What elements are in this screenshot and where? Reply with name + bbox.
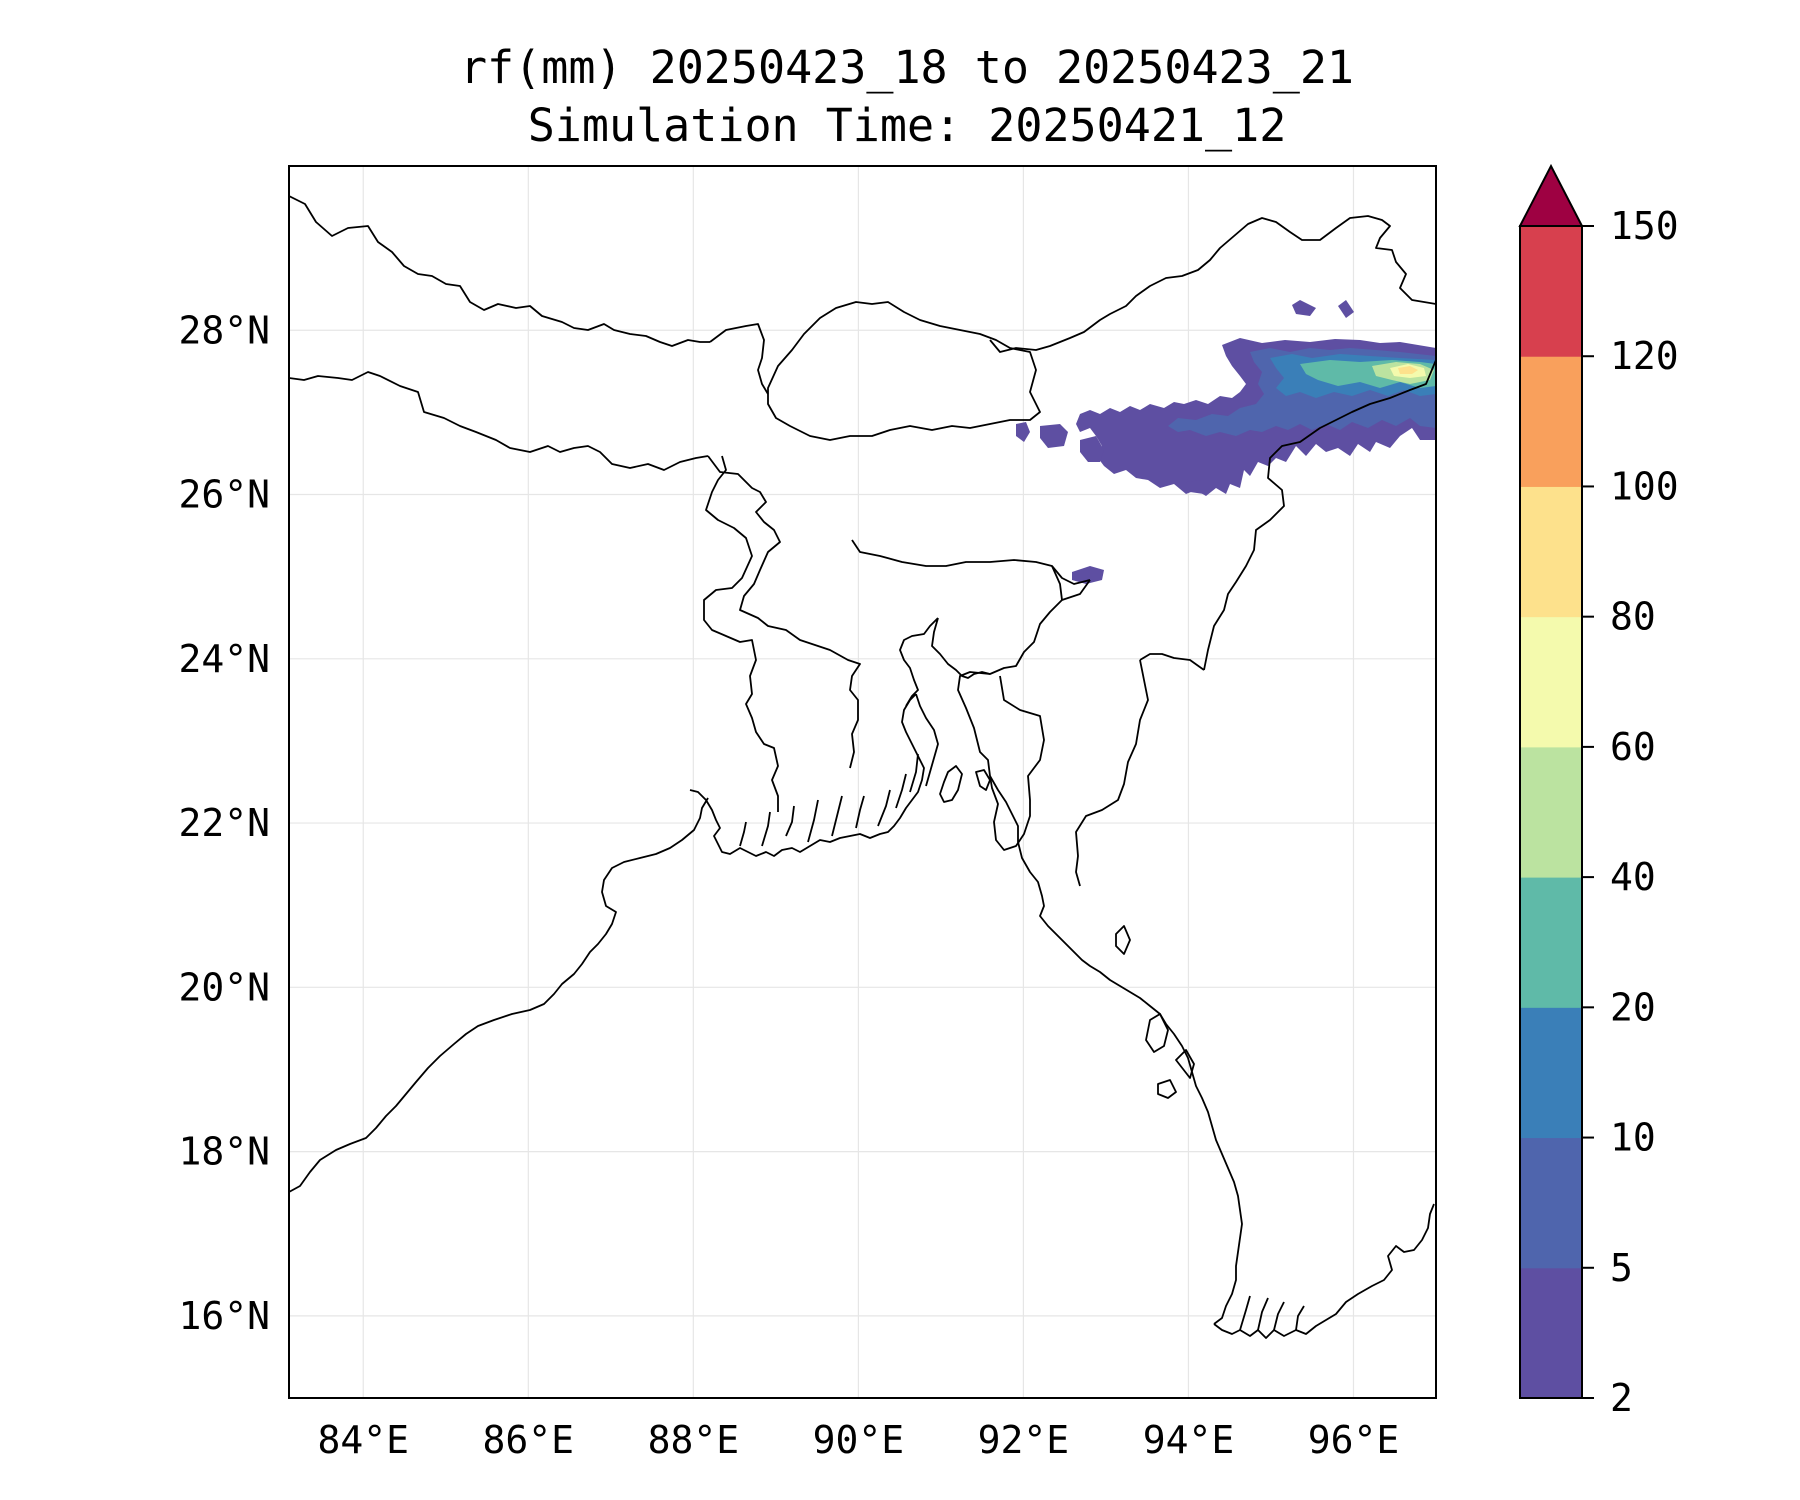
lon-tick-label: 86°E <box>483 1418 575 1462</box>
lon-tick-label: 84°E <box>318 1418 410 1462</box>
colorbar-tick-label: 100 <box>1610 464 1679 508</box>
lat-tick-label: 22°N <box>178 801 270 845</box>
map-title-line1: rf(mm) 20250423_18 to 20250423_21 <box>459 41 1355 94</box>
colorbar-tick-label: 20 <box>1610 985 1656 1029</box>
rain-blob-2-5-e <box>1292 300 1316 316</box>
colorbar-tick-label: 40 <box>1610 855 1656 899</box>
india-myanmar-border-north <box>1203 359 1436 671</box>
map-panel: 84°E 86°E 88°E 90°E 92°E 94°E 96°E 16°N 18°N 20°N… <box>178 165 1437 1462</box>
map-title-line2: Simulation Time: 20250421_12 <box>527 99 1287 152</box>
lat-tick-label: 18°N <box>178 1130 270 1174</box>
lon-tick-label: 96°E <box>1308 1418 1400 1462</box>
colorbar-ticks: 2 5 10 20 40 60 80 100 120 150 <box>1582 204 1679 1420</box>
lat-tick-label: 26°N <box>178 473 270 517</box>
delta-creeks <box>739 753 919 847</box>
nepal-north-border <box>289 195 710 347</box>
rain-blob-2-5-f <box>1338 300 1354 318</box>
colorbar-band <box>1520 616 1582 748</box>
colorbar: 2 5 10 20 40 60 80 100 120 150 <box>1518 163 1679 1420</box>
bengal-delta-coast <box>689 693 925 857</box>
tripura-loop <box>989 565 1063 851</box>
colorbar-tick-label: 120 <box>1610 334 1679 378</box>
axis-ticks: 84°E 86°E 88°E 90°E 92°E 94°E 96°E 16°N 18°N 20°N… <box>178 308 1399 1462</box>
colorbar-tick-label: 150 <box>1610 204 1679 248</box>
rainfall-contours <box>1016 300 1436 584</box>
rain-blob-2-5-b <box>1040 424 1068 448</box>
bhutan-border <box>767 301 1041 441</box>
rain-blob-2-5-g <box>1186 480 1212 494</box>
odisha-coast <box>289 797 709 1193</box>
colorbar-band <box>1520 486 1582 618</box>
meghna-estuary <box>899 617 991 787</box>
coastlines-and-borders <box>289 195 1436 1339</box>
lat-tick-label: 28°N <box>178 308 270 352</box>
arakan-islands <box>1115 925 1195 1099</box>
colorbar-band <box>1520 1267 1582 1399</box>
arunachal-north-border <box>989 215 1436 353</box>
colorbar-band <box>1520 746 1582 878</box>
colorbar-band <box>1520 1137 1582 1269</box>
lat-tick-label: 20°N <box>178 965 270 1009</box>
lon-tick-label: 94°E <box>1143 1418 1235 1462</box>
colorbar-band <box>1520 877 1582 1008</box>
colorbar-band <box>1520 1007 1582 1139</box>
lon-tick-label: 92°E <box>978 1418 1070 1462</box>
bhola-island <box>939 765 963 803</box>
irrawaddy-delta <box>1213 1203 1435 1339</box>
colorbar-tick-label: 10 <box>1610 1116 1656 1160</box>
sikkim-border <box>709 323 769 395</box>
map-frame <box>288 165 1437 1399</box>
colorbar-extend-arrow <box>1518 163 1584 227</box>
rain-band-80-100 <box>1398 366 1418 374</box>
colorbar-band <box>1520 356 1582 487</box>
lon-tick-label: 88°E <box>648 1418 740 1462</box>
map-content <box>289 195 1436 1339</box>
colorbar-tick-label: 2 <box>1610 1376 1633 1420</box>
sandwip-island <box>975 769 991 791</box>
rain-blob-2-5-d <box>1072 566 1104 584</box>
colorbar-tick-label: 5 <box>1610 1246 1633 1290</box>
colorbar-frame <box>1519 225 1583 1399</box>
lon-tick-label: 90°E <box>813 1418 905 1462</box>
nepal-south-border <box>289 371 709 471</box>
rain-blob-2-5-c <box>1080 436 1104 462</box>
colorbar-tick-label: 80 <box>1610 595 1656 639</box>
myanmar-chin-border <box>1139 653 1205 671</box>
lat-tick-label: 16°N <box>178 1294 270 1338</box>
rain-blob-2-5-a <box>1016 422 1030 442</box>
bangladesh-north-border <box>851 539 1091 585</box>
colorbar-bands <box>1520 226 1582 1399</box>
mizoram-border <box>1075 659 1149 887</box>
meghalaya-border <box>707 455 861 769</box>
irrawaddy-creeks <box>1239 1295 1305 1331</box>
colorbar-tick-label: 60 <box>1610 725 1656 769</box>
lat-tick-label: 24°N <box>178 637 270 681</box>
colorbar-band <box>1520 226 1582 357</box>
bangladesh-east-border <box>957 579 1091 777</box>
bangladesh-west-border <box>703 455 779 812</box>
